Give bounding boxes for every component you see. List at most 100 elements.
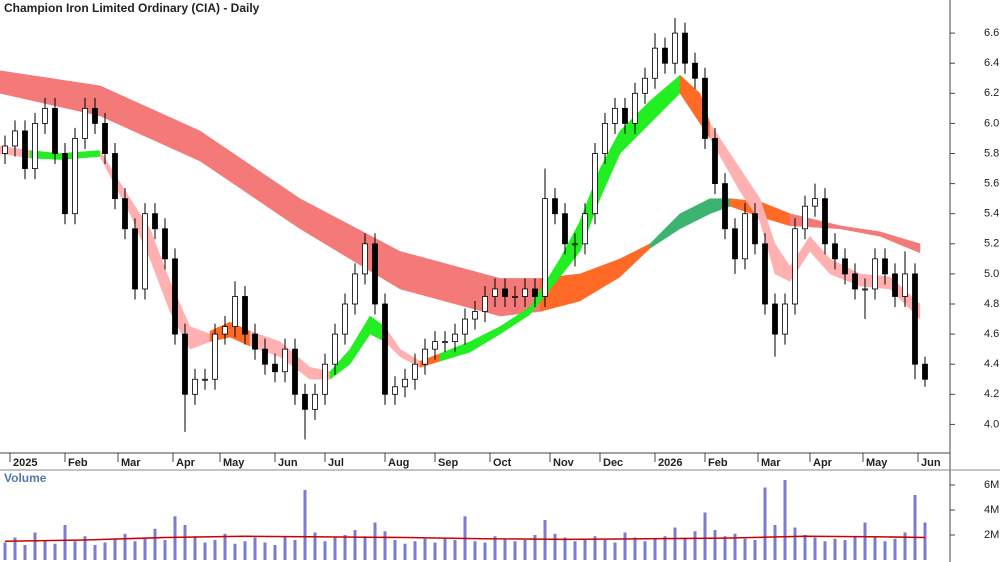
x-tick-label: Nov: [553, 457, 575, 469]
y-tick-label: 5.4: [984, 208, 999, 220]
candle-body: [262, 348, 268, 365]
volume-bar: [173, 516, 177, 560]
volume-bar: [913, 495, 917, 560]
volume-bar: [843, 540, 847, 560]
volume-bar: [593, 536, 597, 560]
candle-body: [192, 378, 198, 395]
candle-body: [302, 393, 308, 410]
candle-body: [922, 363, 928, 380]
x-tick-label: Dec: [603, 457, 623, 469]
y-tick-label: 4.2: [984, 388, 999, 400]
volume-bar: [623, 532, 627, 560]
volume-bar: [33, 532, 37, 560]
candle-body: [552, 198, 558, 215]
candle-body: [832, 243, 838, 260]
volume-bar: [583, 538, 587, 560]
volume-bar: [413, 541, 417, 560]
volume-bar: [653, 538, 657, 560]
candle-body: [92, 107, 98, 124]
candle-body: [432, 341, 438, 350]
volume-bar: [613, 542, 617, 560]
candle-body: [692, 62, 698, 79]
candle-body: [342, 303, 348, 335]
volume-bar: [643, 541, 647, 560]
candle-body: [122, 198, 128, 230]
y-tick-label: 4.8: [984, 298, 999, 310]
candle-body: [232, 296, 238, 327]
x-tick-label: 2025: [13, 457, 37, 469]
chart-title: Champion Iron Limited Ordinary (CIA) - D…: [4, 1, 260, 15]
volume-bar: [523, 540, 527, 560]
volume-bar: [253, 537, 257, 560]
candle-body: [602, 123, 608, 154]
candle-body: [622, 107, 628, 124]
volume-bar: [23, 545, 27, 560]
volume-bar: [793, 527, 797, 560]
candle-body: [132, 228, 138, 290]
volume-bar: [13, 537, 17, 560]
candle-body: [252, 333, 258, 350]
candle-body: [612, 107, 618, 124]
volume-bar: [283, 536, 287, 560]
volume-tick-label: 6M: [984, 479, 999, 491]
volume-tick-label: 2M: [984, 529, 999, 541]
candle-body: [882, 258, 888, 275]
y-tick-label: 5.2: [984, 238, 999, 250]
candle-body: [512, 296, 518, 298]
volume-bar: [273, 545, 277, 560]
candle-body: [322, 363, 328, 395]
volume-bar: [203, 542, 207, 560]
y-tick-label: 5.6: [984, 178, 999, 190]
volume-tick-label: 4M: [984, 504, 999, 516]
y-tick-label: 4.6: [984, 328, 999, 340]
candle-body: [802, 205, 808, 230]
candle-body: [332, 333, 338, 365]
volume-bar: [853, 536, 857, 560]
candle-body: [72, 138, 78, 215]
volume-bar: [863, 522, 867, 560]
candle-body: [172, 258, 178, 335]
volume-bar: [353, 530, 357, 560]
x-tick-label: Oct: [493, 457, 512, 469]
candle-body: [742, 213, 748, 260]
volume-bar: [813, 537, 817, 560]
volume-bar: [443, 537, 447, 560]
volume-bar: [563, 537, 567, 560]
candle-body: [212, 333, 218, 380]
candle-body: [842, 258, 848, 275]
candle-body: [852, 273, 858, 290]
candle-body: [572, 243, 578, 246]
volume-bar: [683, 537, 687, 560]
volume-bar: [673, 527, 677, 560]
y-tick-label: 6.2: [984, 87, 999, 99]
candle-body: [822, 198, 828, 245]
volume-bar: [823, 541, 827, 560]
candle-body: [502, 288, 508, 297]
plot-area: [0, 18, 928, 440]
candle-body: [242, 296, 248, 335]
volume-bar: [323, 541, 327, 560]
volume-bar: [243, 541, 247, 560]
candle-body: [772, 303, 778, 335]
volume-bar: [573, 541, 577, 560]
candle-body: [652, 47, 658, 79]
x-tick-label: Apr: [813, 457, 833, 469]
volume-bar: [803, 535, 807, 560]
volume-bar: [53, 543, 57, 560]
candle-body: [282, 348, 288, 373]
candle-body: [862, 288, 868, 291]
volume-bar: [73, 541, 77, 560]
volume-bar: [693, 531, 697, 560]
volume-bar: [123, 533, 127, 560]
candle-body: [722, 183, 728, 230]
candle-body: [292, 348, 298, 395]
volume-bar: [873, 537, 877, 560]
volume-bar: [423, 538, 427, 560]
candle-body: [352, 273, 358, 305]
volume-bar: [493, 536, 497, 560]
candle-body: [762, 243, 768, 305]
volume-bar: [403, 543, 407, 560]
candle-body: [752, 213, 758, 245]
volume-bar: [603, 540, 607, 560]
volume-bar: [713, 530, 717, 560]
